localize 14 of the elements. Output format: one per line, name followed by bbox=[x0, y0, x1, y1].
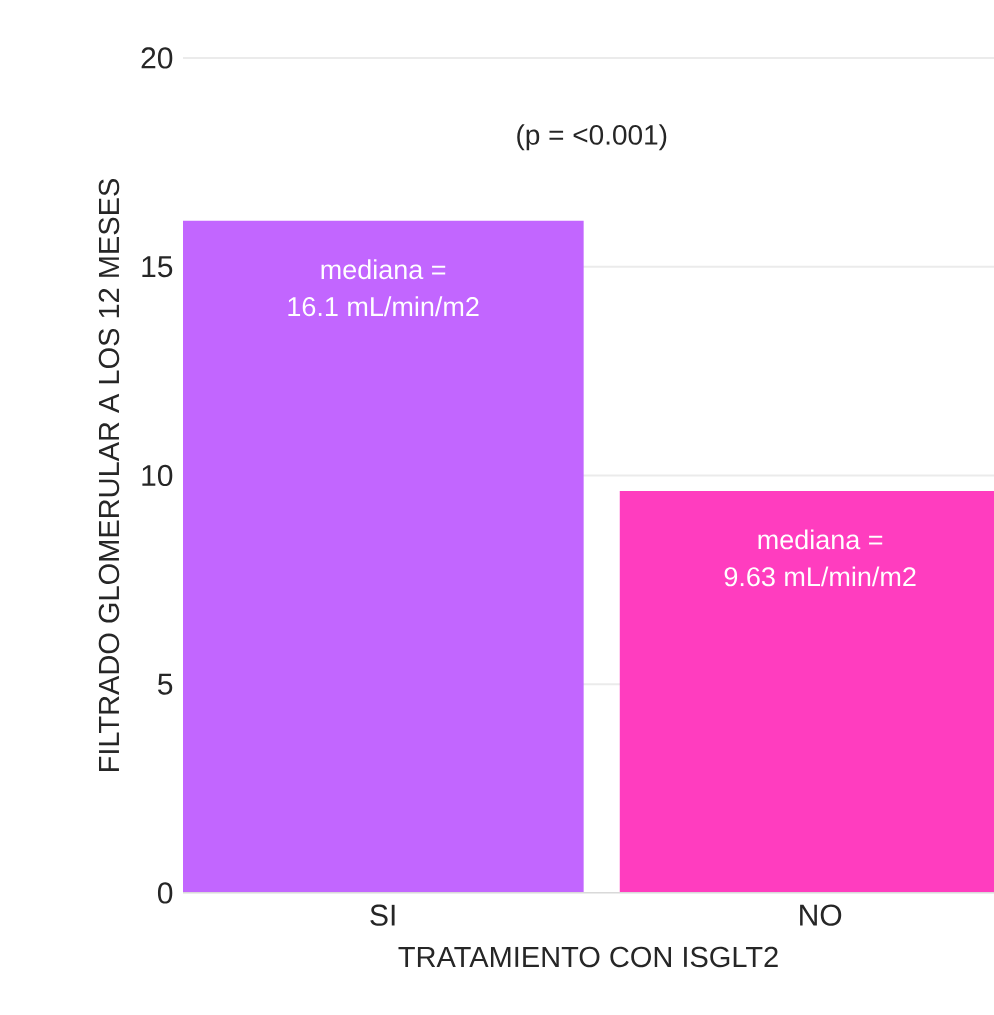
y-tick-label: 10 bbox=[142, 464, 173, 487]
x-tick-label: NO bbox=[800, 904, 842, 926]
annotation: (p = <0.001) bbox=[517, 124, 667, 151]
annotation: mediana = bbox=[321, 259, 446, 280]
y-tick-label: 20 bbox=[141, 47, 173, 69]
y-tick-label: 15 bbox=[142, 256, 173, 278]
annotation: mediana = bbox=[758, 529, 883, 550]
y-tick-label: 0 bbox=[157, 882, 173, 904]
x-axis-title: TRATAMIENTO CON ISGLT2 bbox=[398, 946, 778, 968]
x-tick-label: SI bbox=[370, 904, 395, 926]
y-axis-title: FILTRADO GLOMERULAR A LOS 12 MESES bbox=[98, 179, 120, 771]
annotation: 16.1 mL/min/m2 bbox=[288, 296, 479, 317]
y-tick-label: 5 bbox=[157, 673, 173, 695]
annotation: 9.63 mL/min/m2 bbox=[724, 566, 916, 587]
